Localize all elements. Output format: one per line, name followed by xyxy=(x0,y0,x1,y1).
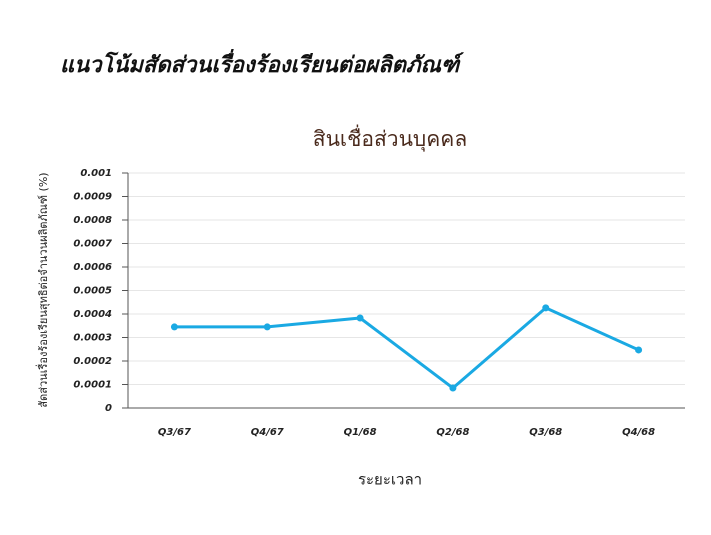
y-axis-label: สัดส่วนเรื่องร้องเรียนสุทธิต่อจำนวนผลิตภ… xyxy=(35,172,50,407)
y-tick-label: 0.0003 xyxy=(73,333,112,344)
x-axis-label: ระยะเวลา xyxy=(358,471,422,489)
y-tick-label: 0.0002 xyxy=(73,356,112,367)
point xyxy=(170,323,178,331)
x-tick-label: Q2/68 xyxy=(436,427,469,438)
y-tick-label: 0.0008 xyxy=(73,215,112,226)
point xyxy=(356,314,364,322)
x-tick-label: Q1/68 xyxy=(344,427,377,438)
point xyxy=(449,384,457,392)
x-tick-label: Q4/68 xyxy=(622,427,655,438)
x-tick-label: Q4/67 xyxy=(251,427,284,438)
y-tick-label: 0.0009 xyxy=(73,192,112,203)
y-tick-label: 0.0006 xyxy=(73,262,112,273)
y-tick-label: 0.001 xyxy=(80,168,112,179)
x-tick-label: Q3/67 xyxy=(158,427,191,438)
y-tick-label: 0.0001 xyxy=(73,380,112,391)
y-tick-label: 0.0007 xyxy=(73,239,112,250)
y-tick-label: 0.0005 xyxy=(73,286,112,297)
chart-title: สินเชื่อส่วนบุคคล xyxy=(313,124,467,152)
y-tick-label: 0 xyxy=(105,403,112,414)
line xyxy=(174,306,640,390)
x-tick-label: Q3/68 xyxy=(529,427,562,438)
point xyxy=(542,304,550,312)
point xyxy=(263,323,271,331)
point xyxy=(635,346,643,354)
y-tick-label: 0.0004 xyxy=(73,309,112,320)
page-title: แนวโน้มสัดส่วนเรื่องร้องเรียนต่อผลิตภัณฑ… xyxy=(60,48,464,78)
